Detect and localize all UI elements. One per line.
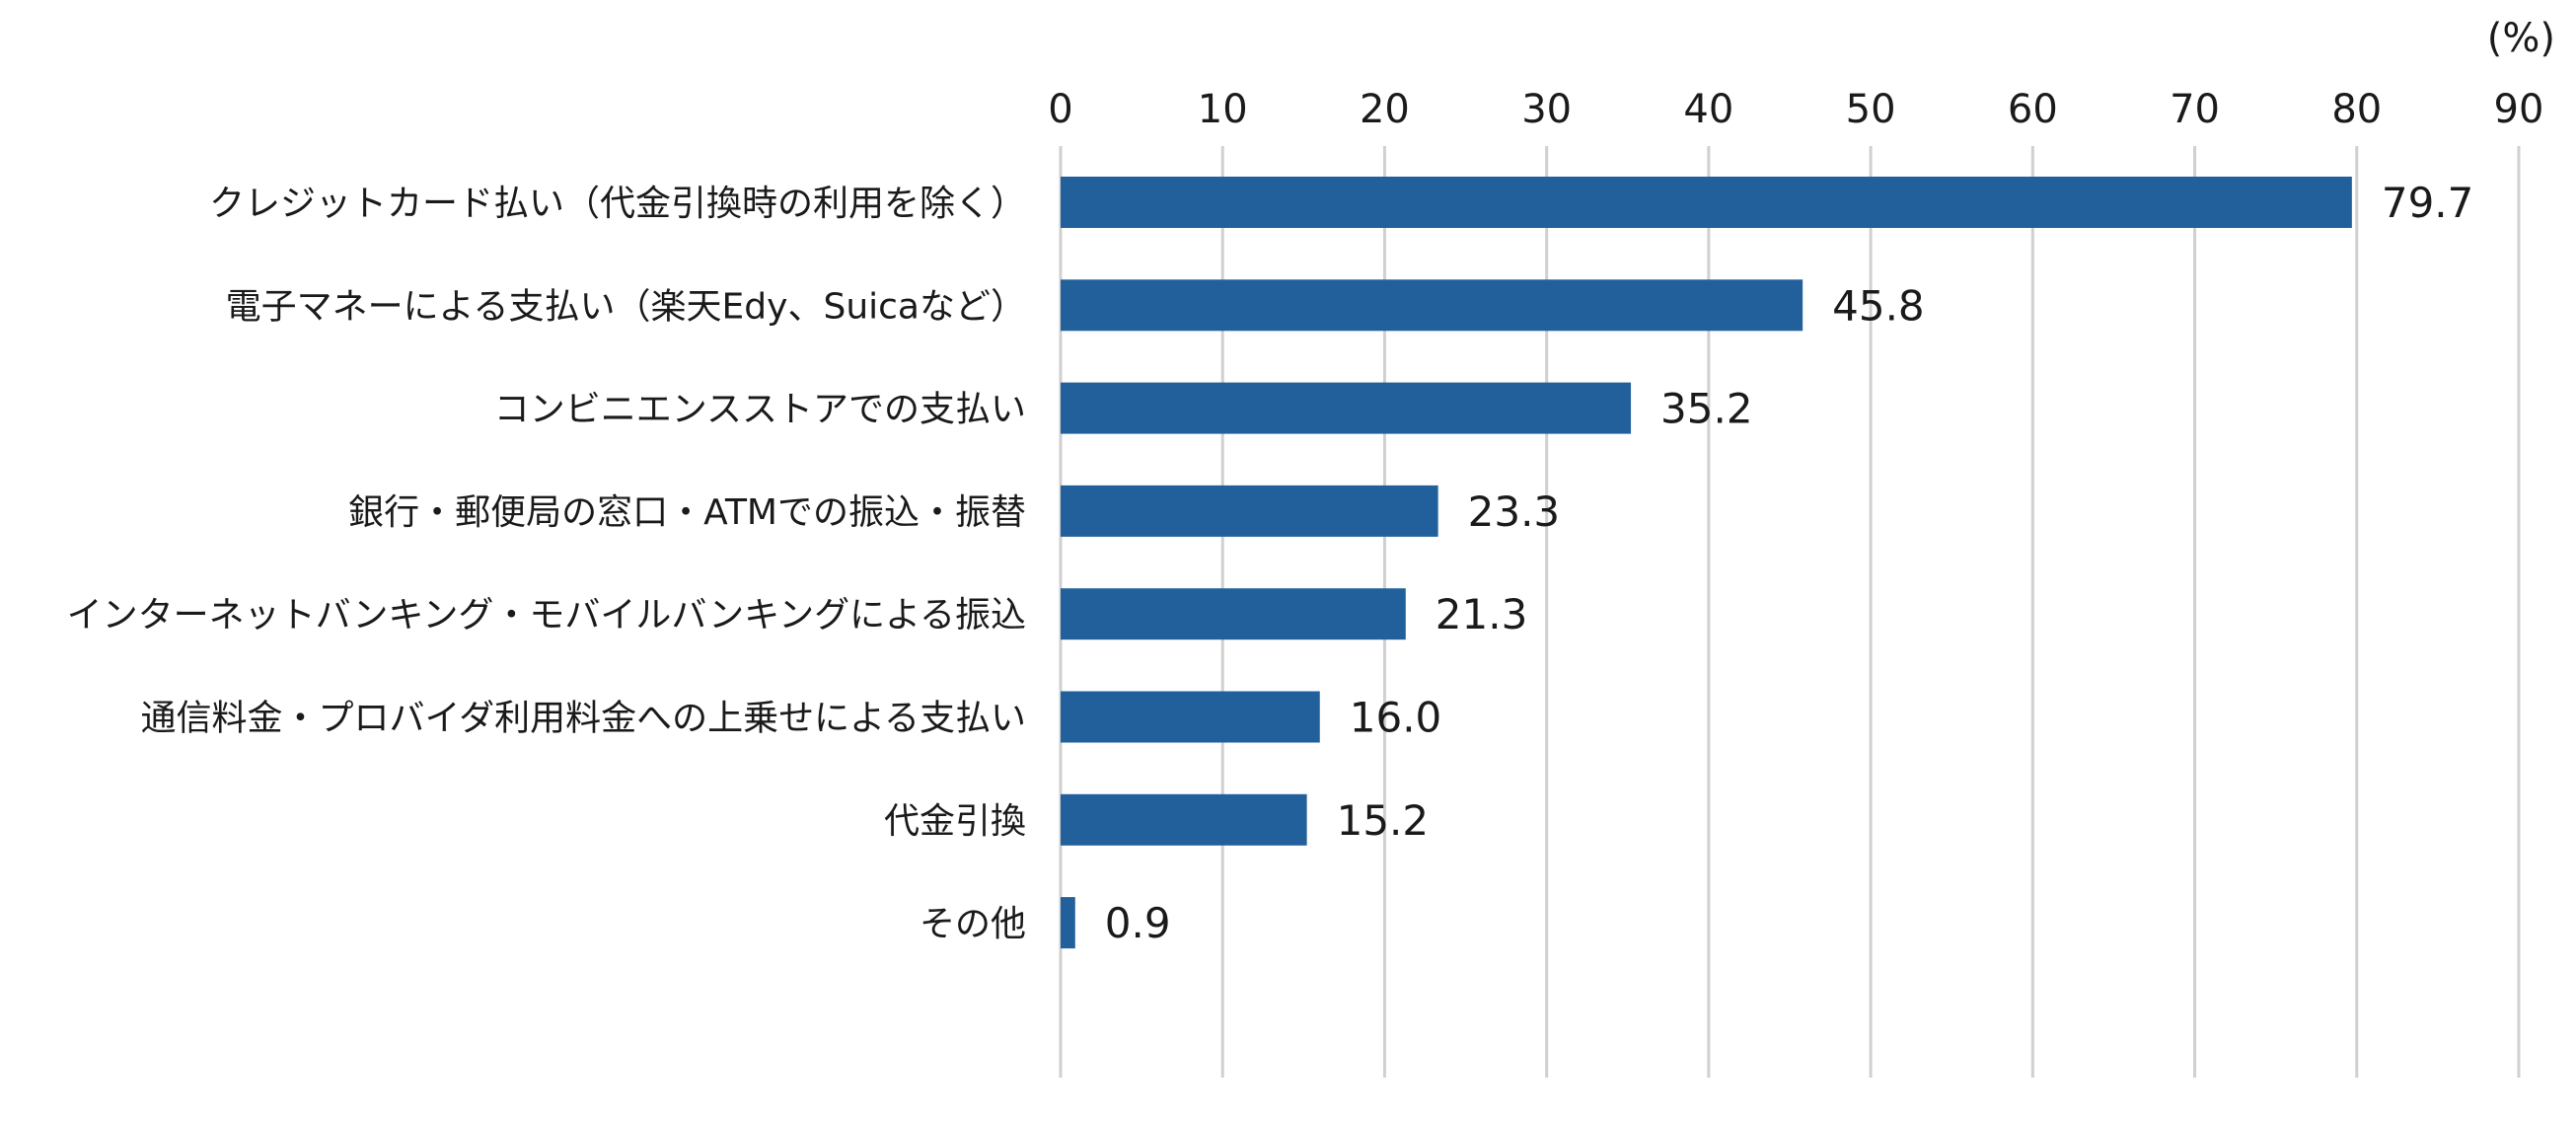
x-tick-label: 90 [2494,87,2544,132]
x-tick-label: 40 [1683,87,1733,132]
x-tick-label: 30 [1521,87,1572,132]
bar [1061,485,1438,537]
category-label: その他 [920,904,1026,944]
x-tick-label: 10 [1198,87,1248,132]
category-label: 代金引換 [884,801,1026,842]
unit-label: (%) [2487,16,2555,61]
value-label: 0.9 [1105,899,1171,947]
x-tick-label: 20 [1360,87,1410,132]
bar [1061,691,1320,743]
bars [1061,177,2352,949]
x-tick-label: 80 [2331,87,2382,132]
x-tick-label: 60 [2008,87,2058,132]
value-label: 21.3 [1435,590,1528,638]
category-label: コンビニエンスストアでの支払い [494,390,1026,430]
category-label: インターネットバンキング・モバイルバンキングによる振込 [67,595,1026,636]
value-label: 15.2 [1337,796,1430,845]
bar [1061,588,1406,640]
bar [1061,897,1075,949]
category-labels: クレジットカード払い（代金引換時の利用を除く） 電子マネーによる支払い（楽天Edy… [67,184,1026,944]
x-tick-label: 50 [1846,87,1896,132]
value-label: 45.8 [1832,281,1925,330]
bar [1061,177,2352,228]
value-label: 16.0 [1350,694,1442,742]
bar [1061,382,1632,434]
value-labels: 79.7 45.8 35.2 23.3 21.3 16.0 15.2 0.9 [1105,179,2474,947]
value-label: 23.3 [1468,487,1561,536]
bar [1061,279,1803,332]
category-label: 銀行・郵便局の窓口・ATMでの振込・振替 [348,492,1026,533]
category-label: クレジットカード払い（代金引換時の利用を除く） [209,184,1026,224]
value-label: 79.7 [2382,179,2474,227]
category-label: 電子マネーによる支払い（楽天Edy、Suicaなど） [226,286,1026,327]
x-tick-label: 0 [1048,87,1072,132]
x-axis-ticks: 0 10 20 30 40 50 60 70 80 90 [1048,87,2543,132]
value-label: 35.2 [1660,385,1753,433]
x-tick-label: 70 [2170,87,2220,132]
bar [1061,793,1307,846]
category-label: 通信料金・プロバイダ利用料金への上乗せによる支払い [141,699,1026,739]
